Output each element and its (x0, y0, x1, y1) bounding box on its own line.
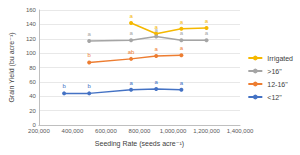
svg-text:800,000: 800,000 (129, 128, 151, 134)
svg-text:1,400,000: 1,400,000 (227, 128, 254, 134)
svg-text:1,000,000: 1,000,000 (160, 128, 187, 134)
svg-text:a: a (155, 79, 159, 85)
svg-text:140: 140 (26, 21, 37, 27)
svg-text:a: a (129, 80, 133, 86)
svg-text:a: a (129, 13, 133, 19)
svg-text:b: b (88, 83, 92, 89)
svg-text:a: a (155, 27, 159, 33)
svg-text:>16": >16" (267, 68, 282, 75)
svg-text:Seeding Rate (seeds acre⁻¹): Seeding Rate (seeds acre⁻¹) (95, 140, 184, 148)
svg-text:Irrigated: Irrigated (267, 55, 293, 63)
svg-text:12-16": 12-16" (267, 81, 288, 88)
svg-text:20: 20 (29, 108, 36, 114)
svg-text:40: 40 (29, 93, 36, 99)
svg-text:120: 120 (26, 36, 37, 42)
svg-text:a: a (180, 30, 184, 36)
svg-text:a: a (180, 80, 184, 86)
svg-text:a: a (205, 30, 209, 36)
svg-text:a: a (205, 18, 209, 24)
svg-text:0: 0 (32, 122, 36, 128)
svg-text:<12": <12" (267, 94, 282, 101)
svg-text:160: 160 (26, 7, 37, 13)
svg-text:a: a (88, 31, 92, 37)
svg-text:100: 100 (26, 50, 37, 56)
svg-text:a: a (155, 46, 159, 52)
svg-text:ab: ab (128, 49, 135, 55)
svg-text:a: a (129, 30, 133, 36)
svg-text:200,000: 200,000 (28, 128, 50, 134)
svg-text:a: a (180, 45, 184, 51)
svg-text:80: 80 (29, 65, 36, 71)
svg-text:a: a (180, 19, 184, 25)
svg-text:600,000: 600,000 (95, 128, 117, 134)
svg-text:Grain Yield (bu acre⁻¹): Grain Yield (bu acre⁻¹) (8, 32, 16, 102)
svg-text:60: 60 (29, 79, 36, 85)
svg-text:b: b (88, 52, 92, 58)
svg-text:400,000: 400,000 (62, 128, 84, 134)
svg-text:b: b (62, 83, 66, 89)
svg-text:1,200,000: 1,200,000 (193, 128, 220, 134)
